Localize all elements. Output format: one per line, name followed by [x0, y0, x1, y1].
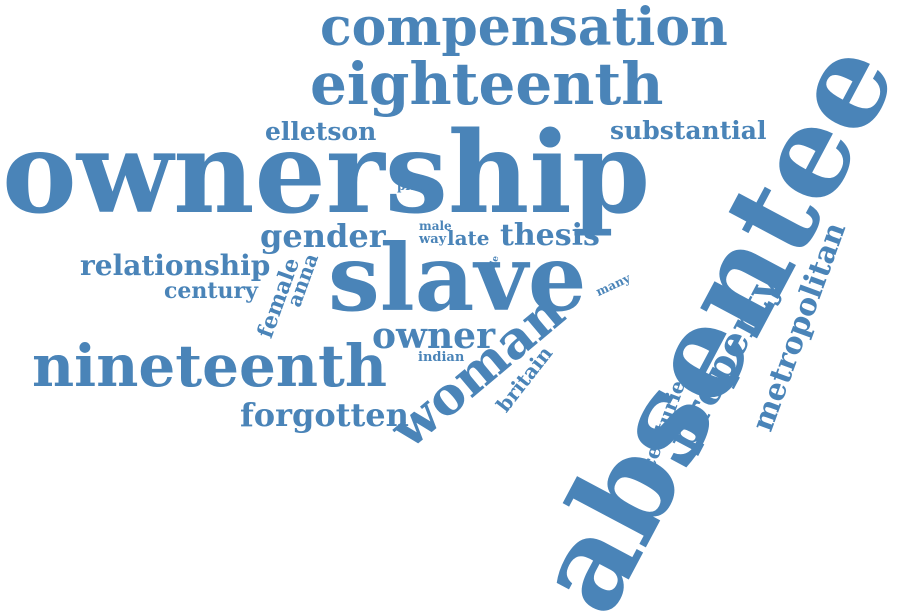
word-way: way [419, 232, 447, 247]
word-late: late [447, 226, 490, 250]
word-century: century [164, 278, 258, 304]
word-male: male [419, 219, 452, 233]
word-compensation: compensation [320, 0, 728, 58]
word-elletson: elletson [265, 117, 377, 146]
word-eighteenth: eighteenth [310, 50, 664, 118]
word-substantial: substantial [610, 116, 767, 145]
word-many: many [593, 271, 633, 299]
word-indian: indian [418, 350, 465, 365]
word-owner: owner [372, 315, 496, 357]
word-forgotten: forgotten [240, 396, 409, 434]
word-gender: gender [260, 217, 386, 255]
word-slave: slave [328, 224, 587, 332]
word-thesis: thesis [500, 218, 600, 253]
word-place: place [397, 179, 433, 193]
word-nineteenth: nineteenth [32, 332, 387, 400]
word-ownership: ownership [2, 108, 651, 239]
word-relationship: relationship [80, 249, 271, 282]
